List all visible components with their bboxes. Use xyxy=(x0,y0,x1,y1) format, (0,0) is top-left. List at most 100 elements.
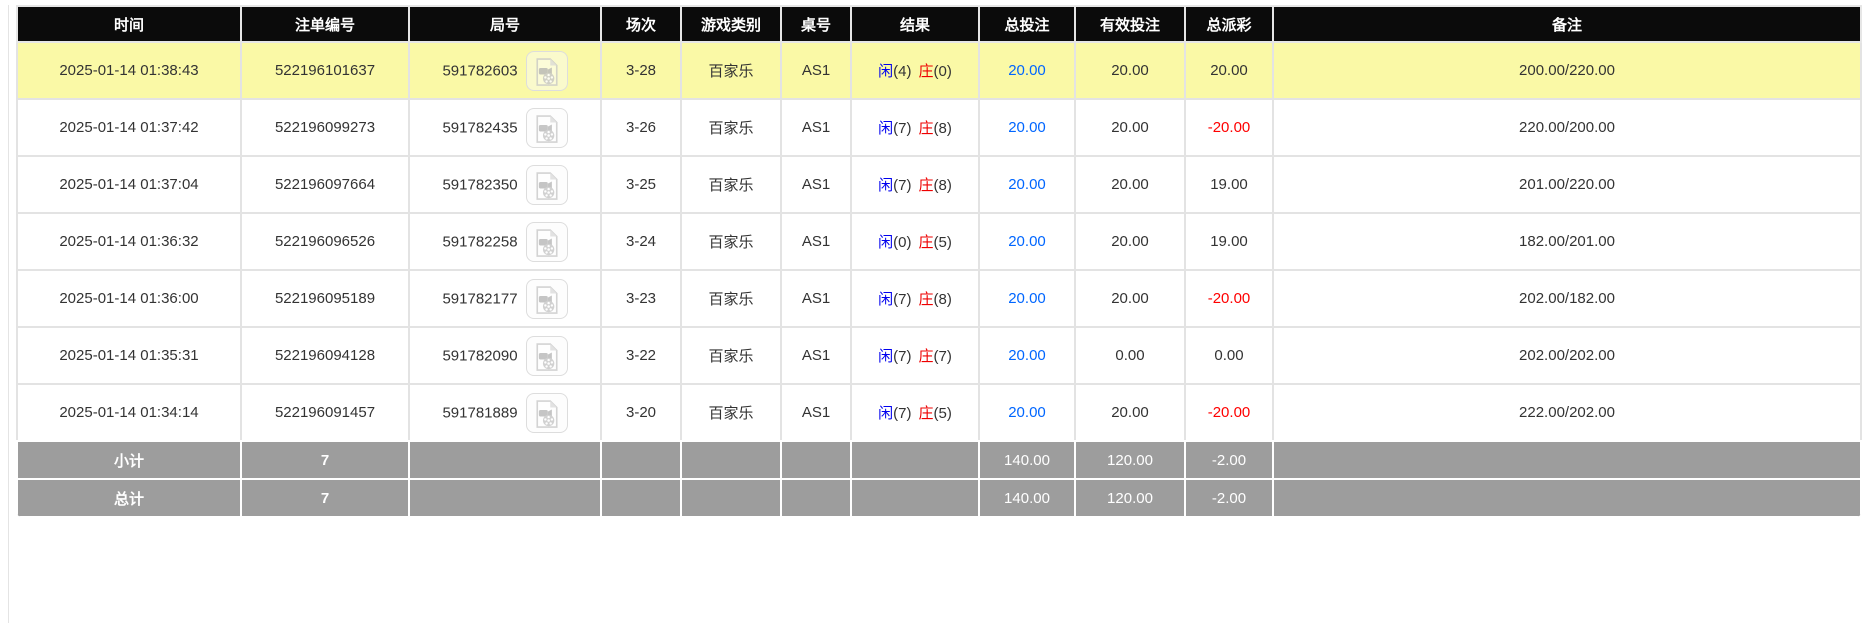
subtotal-label: 小计 xyxy=(16,440,242,480)
cell-result: 闲(0) 庄(5) xyxy=(850,212,980,271)
cell-result: 闲(7) 庄(8) xyxy=(850,98,980,157)
grand-total-total-payout: -2.00 xyxy=(1184,478,1274,518)
player-score: (4) xyxy=(893,63,912,80)
player-label: 闲 xyxy=(878,234,894,251)
col-header-session: 场次 xyxy=(600,5,682,43)
round-id-text: 591782435 xyxy=(442,119,518,136)
video-replay-button[interactable] xyxy=(525,335,568,376)
banker-score: (7) xyxy=(933,348,952,365)
col-header-total-payout: 总派彩 xyxy=(1184,5,1274,43)
video-replay-button[interactable] xyxy=(525,221,568,262)
round-id-text: 591781889 xyxy=(442,404,518,421)
panel-edge xyxy=(8,5,9,623)
video-replay-button[interactable] xyxy=(525,50,568,91)
cell-total-bet: 20.00 xyxy=(978,98,1076,157)
table-body: 2025-01-14 01:38:43 522196101637 591782603… xyxy=(16,41,1862,518)
video-file-icon xyxy=(535,57,558,86)
cell-empty xyxy=(680,440,782,480)
cell-total-bet: 20.00 xyxy=(978,41,1076,100)
cell-round-id: 591782177 xyxy=(408,269,602,328)
cell-time: 2025-01-14 01:35:31 xyxy=(16,326,242,385)
banker-score: (8) xyxy=(933,291,952,308)
table-row[interactable]: 2025-01-14 01:37:42 522196099273 591782435… xyxy=(16,98,1862,157)
table-row[interactable]: 2025-01-14 01:37:04 522196097664 591782350… xyxy=(16,155,1862,214)
cell-remark: 220.00/200.00 xyxy=(1272,98,1862,157)
cell-empty xyxy=(1272,478,1862,518)
bet-records-panel: 时间 注单编号 局号 场次 游戏类别 桌号 结果 总投注 有效投注 总派彩 备注… xyxy=(16,5,1862,518)
cell-bet-id: 522196096526 xyxy=(240,212,410,271)
cell-empty xyxy=(680,478,782,518)
cell-total-payout: 0.00 xyxy=(1184,326,1274,385)
cell-remark: 201.00/220.00 xyxy=(1272,155,1862,214)
col-header-result: 结果 xyxy=(850,5,980,43)
video-file-icon xyxy=(535,342,558,371)
cell-session: 3-24 xyxy=(600,212,682,271)
col-header-table-no: 桌号 xyxy=(780,5,852,43)
video-file-icon xyxy=(535,228,558,257)
cell-round-id: 591782435 xyxy=(408,98,602,157)
round-id-text: 591782350 xyxy=(442,176,518,193)
cell-session: 3-20 xyxy=(600,383,682,442)
cell-table-no: AS1 xyxy=(780,326,852,385)
cell-round-id: 591782350 xyxy=(408,155,602,214)
video-replay-button[interactable] xyxy=(525,392,568,433)
player-score: (7) xyxy=(893,177,912,194)
cell-valid-bet: 20.00 xyxy=(1074,212,1186,271)
cell-round-id: 591782090 xyxy=(408,326,602,385)
cell-total-payout: -20.00 xyxy=(1184,383,1274,442)
cell-time: 2025-01-14 01:37:04 xyxy=(16,155,242,214)
cell-result: 闲(7) 庄(7) xyxy=(850,326,980,385)
cell-game-type: 百家乐 xyxy=(680,155,782,214)
cell-bet-id: 522196094128 xyxy=(240,326,410,385)
cell-time: 2025-01-14 01:38:43 xyxy=(16,41,242,100)
cell-total-payout: 19.00 xyxy=(1184,155,1274,214)
cell-table-no: AS1 xyxy=(780,383,852,442)
video-replay-button[interactable] xyxy=(525,278,568,319)
cell-valid-bet: 20.00 xyxy=(1074,98,1186,157)
cell-game-type: 百家乐 xyxy=(680,269,782,328)
cell-table-no: AS1 xyxy=(780,98,852,157)
col-header-round-id: 局号 xyxy=(408,5,602,43)
banker-score: (5) xyxy=(933,234,952,251)
col-header-total-bet: 总投注 xyxy=(978,5,1076,43)
cell-remark: 182.00/201.00 xyxy=(1272,212,1862,271)
cell-time: 2025-01-14 01:34:14 xyxy=(16,383,242,442)
cell-session: 3-25 xyxy=(600,155,682,214)
banker-label: 庄 xyxy=(918,348,934,365)
banker-label: 庄 xyxy=(918,291,934,308)
table-row[interactable]: 2025-01-14 01:38:43 522196101637 591782603… xyxy=(16,41,1862,100)
cell-bet-id: 522196091457 xyxy=(240,383,410,442)
cell-valid-bet: 20.00 xyxy=(1074,269,1186,328)
cell-remark: 222.00/202.00 xyxy=(1272,383,1862,442)
cell-valid-bet: 0.00 xyxy=(1074,326,1186,385)
table-row[interactable]: 2025-01-14 01:34:14 522196091457 591781889… xyxy=(16,383,1862,442)
cell-result: 闲(7) 庄(5) xyxy=(850,383,980,442)
cell-empty xyxy=(600,478,682,518)
round-id-text: 591782258 xyxy=(442,233,518,250)
player-label: 闲 xyxy=(878,348,894,365)
video-file-icon xyxy=(535,285,558,314)
cell-total-bet: 20.00 xyxy=(978,326,1076,385)
cell-session: 3-23 xyxy=(600,269,682,328)
cell-round-id: 591782258 xyxy=(408,212,602,271)
table-row[interactable]: 2025-01-14 01:36:00 522196095189 591782177… xyxy=(16,269,1862,328)
cell-valid-bet: 20.00 xyxy=(1074,41,1186,100)
player-label: 闲 xyxy=(878,63,894,80)
cell-bet-id: 522196095189 xyxy=(240,269,410,328)
video-replay-button[interactable] xyxy=(525,107,568,148)
cell-bet-id: 522196097664 xyxy=(240,155,410,214)
subtotal-valid-bet: 120.00 xyxy=(1074,440,1186,480)
table-row[interactable]: 2025-01-14 01:35:31 522196094128 591782090… xyxy=(16,326,1862,385)
cell-round-id: 591782603 xyxy=(408,41,602,100)
grand-total-total-bet: 140.00 xyxy=(978,478,1076,518)
cell-time: 2025-01-14 01:37:42 xyxy=(16,98,242,157)
subtotal-total-bet: 140.00 xyxy=(978,440,1076,480)
table-row[interactable]: 2025-01-14 01:36:32 522196096526 591782258… xyxy=(16,212,1862,271)
cell-game-type: 百家乐 xyxy=(680,41,782,100)
video-replay-button[interactable] xyxy=(525,164,568,205)
player-score: (7) xyxy=(893,405,912,422)
cell-table-no: AS1 xyxy=(780,212,852,271)
player-score: (7) xyxy=(893,291,912,308)
player-label: 闲 xyxy=(878,405,894,422)
cell-empty xyxy=(850,440,980,480)
